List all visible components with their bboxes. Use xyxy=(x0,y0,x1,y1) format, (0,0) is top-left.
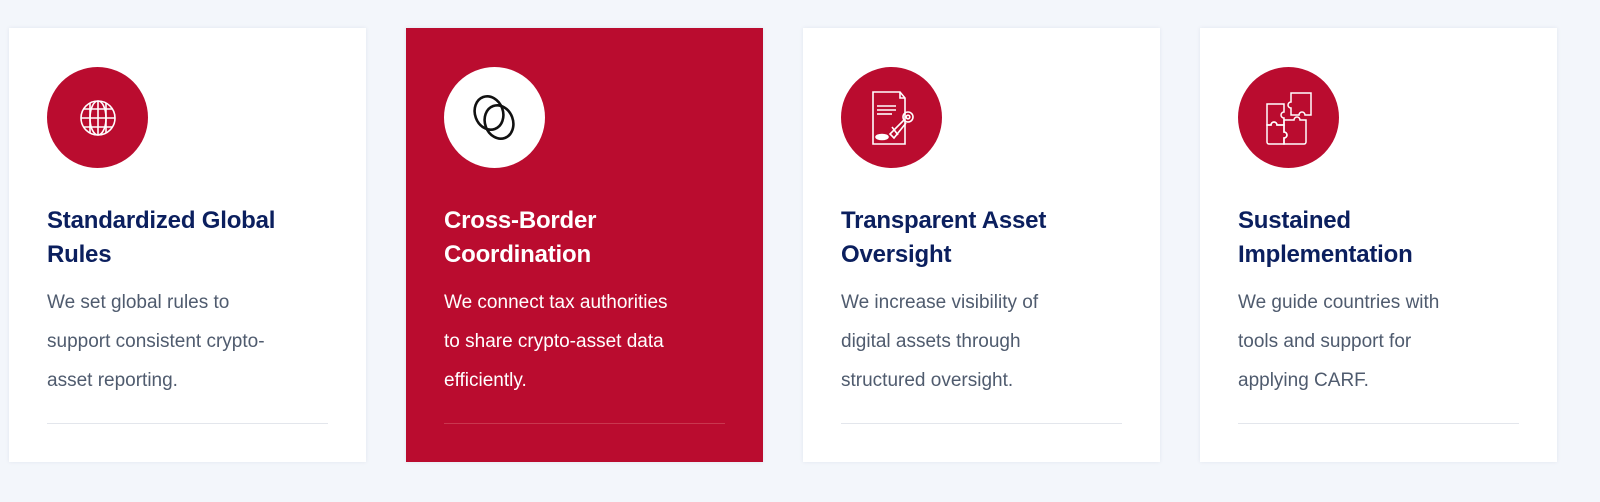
divider xyxy=(841,423,1122,424)
title-line: Sustained xyxy=(1238,207,1351,234)
description-line: We connect tax authorities xyxy=(444,292,668,313)
description-line: applying CARF. xyxy=(1238,370,1369,391)
description-line: asset reporting. xyxy=(47,370,178,391)
description-line: efficiently. xyxy=(444,370,527,391)
title-line: Rules xyxy=(47,241,112,268)
puzzle-icon xyxy=(1265,91,1312,145)
card-title: Transparent Asset Oversight xyxy=(841,204,1131,272)
document-seal-icon xyxy=(871,90,914,145)
card-description: We increase visibility of digital assets … xyxy=(841,283,1141,400)
globe-icon xyxy=(79,99,116,136)
title-line: Transparent Asset xyxy=(841,207,1047,234)
card-description: We connect tax authorities to share crypt… xyxy=(444,283,744,400)
title-line: Coordination xyxy=(444,241,591,268)
card-title: Standardized Global Rules xyxy=(47,204,337,272)
icon-circle xyxy=(1238,67,1339,168)
title-line: Implementation xyxy=(1238,241,1413,268)
feature-card-standardized-global-rules[interactable]: Standardized Global Rules We set global r… xyxy=(9,28,366,462)
card-title: Cross-Border Coordination xyxy=(444,204,734,272)
title-line: Cross-Border xyxy=(444,207,597,234)
feature-card-cross-border-coordination[interactable]: Cross-Border Coordination We connect tax … xyxy=(406,28,763,462)
icon-circle xyxy=(444,67,545,168)
icon-circle xyxy=(47,67,148,168)
feature-card-sustained-implementation[interactable]: Sustained Implementation We guide countri… xyxy=(1200,28,1557,462)
overlapping-circles-icon xyxy=(472,94,515,140)
description-line: to share crypto-asset data xyxy=(444,331,664,352)
description-line: We increase visibility of xyxy=(841,292,1039,313)
card-description: We guide countries with tools and support… xyxy=(1238,283,1538,400)
description-line: structured oversight. xyxy=(841,370,1014,391)
description-line: support consistent crypto- xyxy=(47,331,265,352)
card-title: Sustained Implementation xyxy=(1238,204,1528,272)
divider xyxy=(1238,423,1519,424)
divider xyxy=(444,423,725,424)
feature-card-transparent-asset-oversight[interactable]: Transparent Asset Oversight We increase v… xyxy=(803,28,1160,462)
card-description: We set global rules to support consistent… xyxy=(47,283,347,400)
title-line: Standardized Global xyxy=(47,207,276,234)
divider xyxy=(47,423,328,424)
title-line: Oversight xyxy=(841,241,952,268)
description-line: digital assets through xyxy=(841,331,1021,352)
description-line: tools and support for xyxy=(1238,331,1412,352)
icon-circle xyxy=(841,67,942,168)
description-line: We set global rules to xyxy=(47,292,230,313)
description-line: We guide countries with xyxy=(1238,292,1440,313)
